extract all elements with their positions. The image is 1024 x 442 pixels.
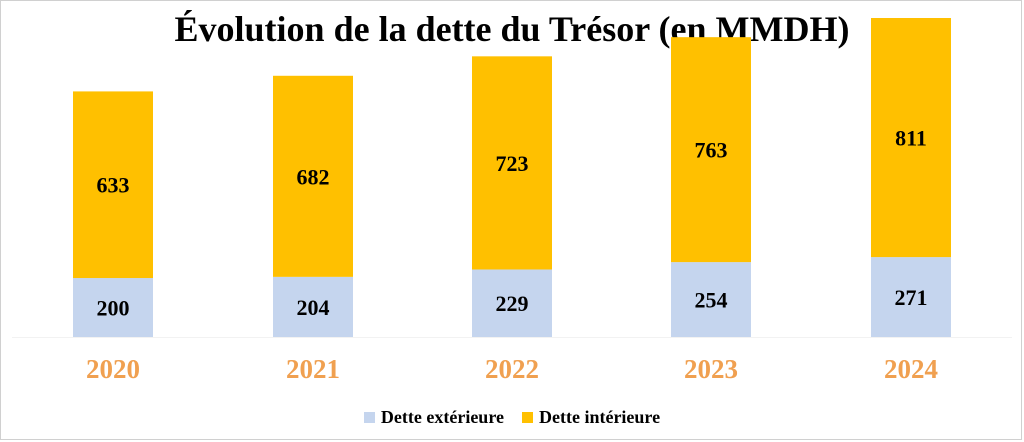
bar-dette-interieure-2023 [671,37,751,263]
data-label-dette-interieure-2020: 633 [97,173,130,198]
data-label-dette-interieure-2023: 763 [695,138,728,163]
bar-dette-exterieure-2020 [73,278,153,337]
bar-dette-exterieure-2024 [871,257,951,337]
data-label-dette-exterieure-2022: 229 [496,291,529,316]
legend-label-dette-exterieure: Dette extérieure [380,407,504,427]
data-label-dette-exterieure-2023: 254 [695,288,728,313]
data-label-dette-interieure-2024: 811 [895,126,927,151]
chart-legend: Dette extérieure Dette intérieure [0,407,1024,428]
data-label-dette-interieure-2022: 723 [496,151,529,176]
bar-dette-interieure-2024 [871,18,951,258]
category-label-2024: 2024 [884,354,938,384]
category-label-2021: 2021 [286,354,340,384]
category-label-2022: 2022 [485,354,539,384]
bar-dette-interieure-2020 [73,91,153,279]
bar-dette-exterieure-2021 [273,276,353,337]
bar-dette-interieure-2021 [273,75,353,277]
category-label-2023: 2023 [684,354,738,384]
legend-swatch-dette-interieure [521,412,533,423]
data-label-dette-exterieure-2020: 200 [97,296,130,321]
bar-dette-exterieure-2023 [671,262,751,337]
data-label-dette-exterieure-2024: 271 [895,285,928,310]
legend-swatch-dette-exterieure [363,412,375,423]
bar-dette-interieure-2022 [472,56,552,270]
legend-label-dette-interieure: Dette intérieure [538,407,661,427]
data-label-dette-interieure-2021: 682 [297,164,330,189]
bar-dette-exterieure-2022 [472,269,552,337]
legend-item-dette-exterieure: Dette extérieure [363,407,504,428]
category-label-2020: 2020 [86,354,140,384]
legend-item-dette-interieure: Dette intérieure [521,407,661,428]
data-label-dette-exterieure-2021: 204 [297,295,330,320]
